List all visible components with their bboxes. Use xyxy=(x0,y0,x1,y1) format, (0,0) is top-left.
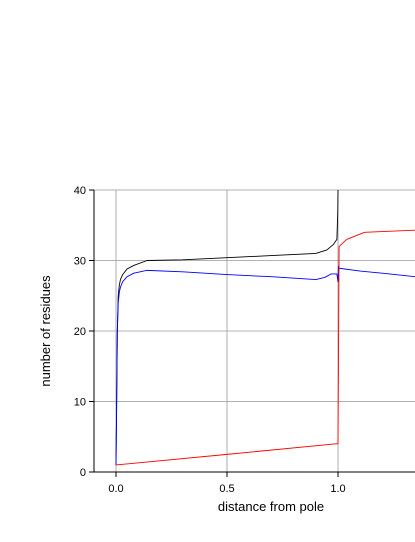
x-axis-label: distance from pole xyxy=(218,499,324,514)
x-tick-label: 0.0 xyxy=(108,483,123,495)
series-line-3 xyxy=(115,229,415,466)
x-tick-label: 0.5 xyxy=(219,483,234,495)
series-line-2 xyxy=(115,265,415,465)
ticks: 0.0 0.5 1.0 0 10 20 30 40 xyxy=(74,185,346,495)
series-lines xyxy=(115,190,415,466)
y-tick-label: 30 xyxy=(74,256,86,268)
y-axis-label: number of residues xyxy=(38,275,53,387)
y-tick-label: 20 xyxy=(74,326,86,338)
x-tick-label: 1.0 xyxy=(330,483,345,495)
series-line-1 xyxy=(115,190,339,465)
y-tick-label: 0 xyxy=(80,467,86,479)
y-tick-label: 10 xyxy=(74,397,86,409)
y-tick-label: 40 xyxy=(74,185,86,197)
